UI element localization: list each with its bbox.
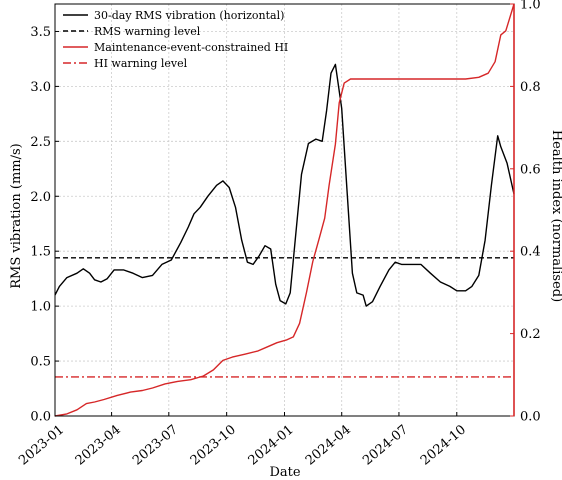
x-tick-label: 2023-01 [16, 422, 67, 468]
y-left-tick-label: 1.5 [30, 245, 51, 260]
y-left-ticks: 0.0 0.5 1.0 1.5 2.0 2.5 3.0 3.5 [30, 25, 59, 425]
x-tick-label: 2023-04 [73, 422, 124, 468]
series-line-1 [54, 63, 515, 307]
y-left-axis-label: RMS vibration (mm/s) [9, 143, 24, 289]
y-right-tick-label: 0.2 [520, 327, 541, 342]
y-right-tick-label: 1.0 [520, 0, 541, 13]
legend: 30-day RMS vibration (horizontal) RMS war… [63, 9, 288, 70]
y-right-tick-label: 0.6 [520, 162, 541, 177]
y-right-tick-label: 0.8 [520, 80, 541, 95]
x-axis-label: Date [269, 465, 300, 480]
y-left-tick-label: 3.5 [30, 25, 51, 40]
x-tick-label: 2024-07 [360, 422, 411, 468]
y-right-ticks: 0.0 0.2 0.4 0.6 0.8 1.0 [510, 0, 541, 425]
x-tick-label: 2024-01 [246, 422, 297, 468]
series-line-3 [54, 3, 515, 417]
y-left-tick-label: 2.0 [30, 190, 51, 205]
y-left-tick-label: 2.5 [30, 135, 51, 150]
legend-label: RMS warning level [94, 25, 201, 38]
y-right-tick-label: 0.4 [520, 245, 541, 260]
x-tick-label: 2023-10 [188, 422, 239, 468]
y-left-tick-label: 0.0 [30, 410, 51, 425]
x-ticks: 2023-01 2023-04 2023-07 2023-10 2024-01 2024-… [16, 412, 469, 469]
y-left-tick-label: 1.0 [30, 300, 51, 315]
x-tick-label: 2024-10 [418, 422, 469, 468]
y-left-tick-label: 0.5 [30, 355, 51, 370]
legend-label: HI warning level [94, 57, 188, 70]
y-left-tick-label: 3.0 [30, 80, 51, 95]
y-right-tick-label: 0.0 [520, 410, 541, 425]
legend-label: 30-day RMS vibration (horizontal) [94, 9, 284, 22]
y-right-axis-label: Health index (normalised) [549, 130, 562, 302]
x-tick-label: 2024-04 [303, 422, 354, 468]
legend-label: Maintenance-event-constrained HI [94, 41, 288, 54]
x-tick-label: 2023-07 [130, 422, 181, 468]
series-layer [54, 3, 515, 417]
